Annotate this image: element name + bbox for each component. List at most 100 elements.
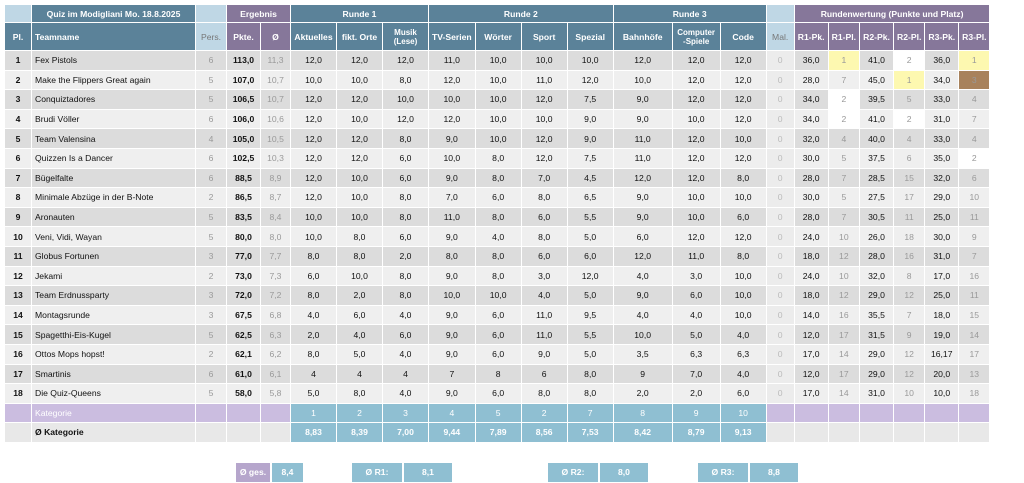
- avg-kategorie-row-spacer: [828, 422, 860, 442]
- r1-points-cell: 24,0: [794, 266, 828, 286]
- sport-cell: 12,0: [521, 129, 567, 148]
- r1-place-cell: 7: [828, 168, 860, 188]
- spezial-cell: 12,0: [567, 266, 613, 286]
- quiz-title: Quiz im Modigliani Mo. 18.8.2025: [32, 5, 195, 22]
- table-row: 9 Aronauten 5 83,5 8,4 10,0 10,0 8,0 11,0 8,0 6,0 5…: [5, 207, 990, 227]
- r2-points-cell: 31,0: [860, 384, 894, 403]
- r2-place-cell: 10: [894, 384, 925, 403]
- points-cell: 107,0: [227, 70, 260, 90]
- r2-place-cell: 11: [894, 207, 925, 227]
- kategorie-row-spacer: [959, 403, 990, 422]
- computer-spiele-cell: 12,0: [672, 168, 720, 188]
- spezial-cell: 5,0: [567, 227, 613, 246]
- team-name-cell: Team Valensina: [32, 129, 195, 148]
- spezial-cell: 7,5: [567, 148, 613, 168]
- woerter-cell: 8,0: [475, 266, 521, 286]
- r2-points-cell: 26,0: [860, 227, 894, 246]
- points-cell: 83,5: [227, 207, 260, 227]
- table-row: 8 Minimale Abzüge in der B-Note 2 86,5 8,7 12…: [5, 188, 990, 207]
- r3-points-cell: 35,0: [925, 148, 959, 168]
- header-spacer-pers: [196, 5, 226, 22]
- spezial-cell: 9,0: [567, 129, 613, 148]
- table-row: 12 Jekami 2 73,0 7,3 6,0 10,0 8,0 9,0 8,0 3,0 12,0 4…: [5, 266, 990, 286]
- persons-cell: 5: [196, 70, 226, 90]
- average-cell: 8,4: [261, 207, 290, 227]
- r1-place-cell: 5: [828, 188, 860, 207]
- team-name-cell: Make the Flippers Great again: [32, 70, 195, 90]
- computer-spiele-cell: 12,0: [672, 227, 720, 246]
- r3-place-cell: 7: [959, 109, 990, 129]
- rank-cell: 17: [5, 364, 31, 384]
- avg-kategorie-row-value: 9,44: [429, 422, 475, 442]
- table-row: 15 Spagetthi-Eis-Kugel 5 62,5 6,3 2,0 4,0 6,0 9,…: [5, 325, 990, 344]
- r2-place-cell: 15: [894, 168, 925, 188]
- r1-points-cell: 34,0: [794, 90, 828, 109]
- r2-points-cell: 28,0: [860, 246, 894, 266]
- mal-cell: 0: [766, 109, 794, 129]
- aktuelles-cell: 10,0: [291, 227, 336, 246]
- r3-points-cell: 32,0: [925, 168, 959, 188]
- tv-serien-cell: 10,0: [429, 286, 475, 305]
- tv-serien-cell: 9,0: [429, 227, 475, 246]
- bahnhoefe-cell: 4,0: [613, 266, 672, 286]
- avg-kategorie-row-value: 8,79: [672, 422, 720, 442]
- average-cell: 8,9: [261, 168, 290, 188]
- column-header: Spezial: [567, 23, 613, 50]
- results-table: Quiz im Modigliani Mo. 18.8.2025 Ergebni…: [4, 4, 990, 443]
- rank-cell: 8: [5, 188, 31, 207]
- team-name-cell: Veni, Vidi, Wayan: [32, 227, 195, 246]
- points-cell: 106,5: [227, 90, 260, 109]
- rank-cell: 11: [5, 246, 31, 266]
- sport-cell: 12,0: [521, 90, 567, 109]
- avg-kategorie-row-spacer: [925, 422, 959, 442]
- spezial-cell: 7,5: [567, 90, 613, 109]
- sport-cell: 7,0: [521, 168, 567, 188]
- tv-serien-cell: 9,0: [429, 129, 475, 148]
- average-cell: 10,5: [261, 129, 290, 148]
- woerter-cell: 10,0: [475, 51, 521, 70]
- mal-cell: 0: [766, 364, 794, 384]
- r2-points-cell: 30,5: [860, 207, 894, 227]
- r3-points-cell: 17,0: [925, 266, 959, 286]
- header-spacer-mal: [766, 5, 794, 22]
- bahnhoefe-cell: 9,0: [613, 286, 672, 305]
- points-cell: 62,5: [227, 325, 260, 344]
- r1-place-cell: 2: [828, 109, 860, 129]
- woerter-cell: 8,0: [475, 207, 521, 227]
- code-cell: 10,0: [720, 266, 766, 286]
- average-cell: 7,3: [261, 266, 290, 286]
- tv-serien-cell: 7: [429, 364, 475, 384]
- spezial-cell: 8,0: [567, 364, 613, 384]
- column-header: Pkte.: [227, 23, 260, 50]
- computer-spiele-cell: 2,0: [672, 384, 720, 403]
- r1-place-cell: 5: [828, 148, 860, 168]
- musik-cell: 8,0: [383, 188, 428, 207]
- table-row: 2 Make the Flippers Great again 5 107,0 10,7…: [5, 70, 990, 90]
- r1-place-cell: 12: [828, 246, 860, 266]
- code-cell: 10,0: [720, 188, 766, 207]
- sport-cell: 8,0: [521, 227, 567, 246]
- r3-place-cell: 6: [959, 168, 990, 188]
- mal-cell: 0: [766, 51, 794, 70]
- r1-points-cell: 12,0: [794, 325, 828, 344]
- r2-points-cell: 45,0: [860, 70, 894, 90]
- code-cell: 8,0: [720, 168, 766, 188]
- computer-spiele-cell: 10,0: [672, 188, 720, 207]
- musik-cell: 12,0: [383, 109, 428, 129]
- mal-cell: 0: [766, 168, 794, 188]
- r1-points-cell: 28,0: [794, 207, 828, 227]
- fikt-orte-cell: 12,0: [337, 90, 382, 109]
- computer-spiele-cell: 6,3: [672, 344, 720, 364]
- column-header: R1-Pl.: [828, 23, 860, 50]
- r2-points-cell: 35,5: [860, 305, 894, 325]
- fikt-orte-cell: 6,0: [337, 305, 382, 325]
- persons-cell: 5: [196, 207, 226, 227]
- r1-place-cell: 17: [828, 364, 860, 384]
- column-header: fikt. Orte: [337, 23, 382, 50]
- rank-cell: 13: [5, 286, 31, 305]
- spezial-cell: 8,0: [567, 384, 613, 403]
- table-row: 11 Globus Fortunen 3 77,0 7,7 8,0 8,0 2,0 8,0 8,0…: [5, 246, 990, 266]
- runde3-header: Runde 3: [613, 5, 766, 22]
- ergebnis-header: Ergebnis: [227, 5, 290, 22]
- r3-place-cell: 2: [959, 148, 990, 168]
